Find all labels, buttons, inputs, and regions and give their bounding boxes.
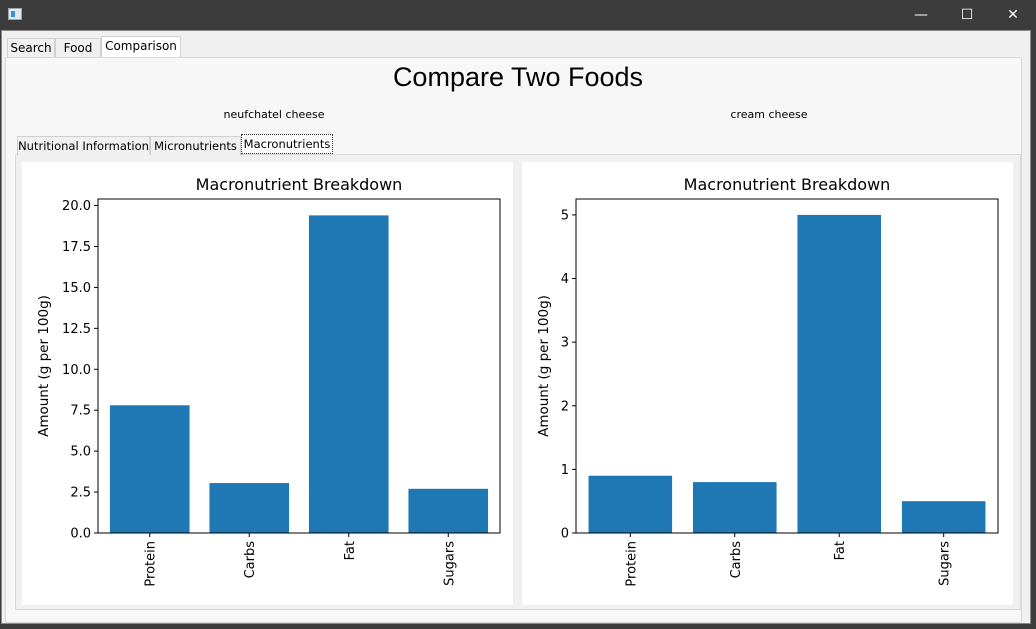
y-tick-label: 15.0 — [62, 281, 91, 296]
bar-protein — [588, 475, 673, 533]
tab-nutritional-information[interactable]: Nutritional Information — [17, 136, 150, 155]
y-tick-label: 2 — [561, 399, 569, 414]
y-tick-label: 10.0 — [62, 363, 91, 378]
food-left-label: neufchatel cheese — [223, 108, 325, 121]
chart-card-right: Macronutrient Breakdown Amount (g per 100… — [522, 162, 1013, 605]
y-tick-label: 5 — [561, 208, 569, 223]
bar-carbs — [692, 482, 777, 533]
tab-comparison[interactable]: Comparison — [101, 36, 181, 58]
x-tick-label: Sugars — [442, 541, 457, 586]
bar-sugars — [901, 501, 986, 533]
close-button[interactable]: ✕ — [1007, 7, 1019, 23]
tab-macronutrients[interactable]: Macronutrients — [241, 134, 333, 154]
y-tick-label: 3 — [561, 336, 569, 351]
y-tick-label: 12.5 — [62, 322, 91, 337]
bar-fat — [308, 215, 389, 533]
tab-search[interactable]: Search — [7, 38, 55, 58]
x-tick-label: Protein — [624, 541, 639, 587]
food-right-label: cream cheese — [730, 108, 808, 121]
bar-protein — [109, 405, 190, 533]
x-tick-label: Fat — [343, 541, 358, 560]
y-tick-label: 2.5 — [70, 486, 91, 501]
chart-left: Macronutrient Breakdown Amount (g per 100… — [36, 175, 501, 587]
x-tick-label: Carbs — [729, 541, 744, 579]
y-tick-label: 4 — [561, 272, 569, 287]
plot-frame — [575, 198, 999, 534]
y-tick-label: 17.5 — [62, 240, 91, 255]
y-tick-label: 0.0 — [70, 527, 91, 542]
x-tick-label: Sugars — [938, 541, 953, 586]
minimize-button[interactable]: — — [914, 7, 928, 23]
window-titlebar: — ☐ ✕ — [0, 0, 1036, 30]
chart-title: Macronutrient Breakdown — [684, 175, 891, 194]
x-tick-label: Fat — [833, 541, 848, 560]
chart-right: Macronutrient Breakdown Amount (g per 100… — [536, 175, 999, 587]
bar-carbs — [209, 483, 290, 533]
plot-frame — [97, 198, 501, 534]
bar-sugars — [408, 488, 489, 533]
maximize-button[interactable]: ☐ — [960, 7, 974, 23]
app-icon — [8, 8, 22, 20]
y-tick-label: 1 — [561, 463, 569, 478]
y-tick-label: 7.5 — [70, 404, 91, 419]
y-tick-label: 20.0 — [62, 199, 91, 214]
x-tick-label: Carbs — [243, 541, 258, 579]
tab-food[interactable]: Food — [55, 38, 101, 58]
y-axis-label: Amount (g per 100g) — [36, 295, 52, 437]
page-title: Compare Two Foods — [392, 62, 644, 92]
tab-micronutrients[interactable]: Micronutrients — [150, 136, 241, 155]
x-tick-label: Protein — [144, 541, 159, 587]
y-axis-label: Amount (g per 100g) — [536, 295, 552, 437]
chart-title: Macronutrient Breakdown — [196, 175, 403, 194]
bar-fat — [797, 214, 882, 533]
y-tick-label: 0 — [561, 527, 569, 542]
chart-card-left: Macronutrient Breakdown Amount (g per 100… — [22, 162, 513, 605]
y-tick-label: 5.0 — [70, 445, 91, 460]
